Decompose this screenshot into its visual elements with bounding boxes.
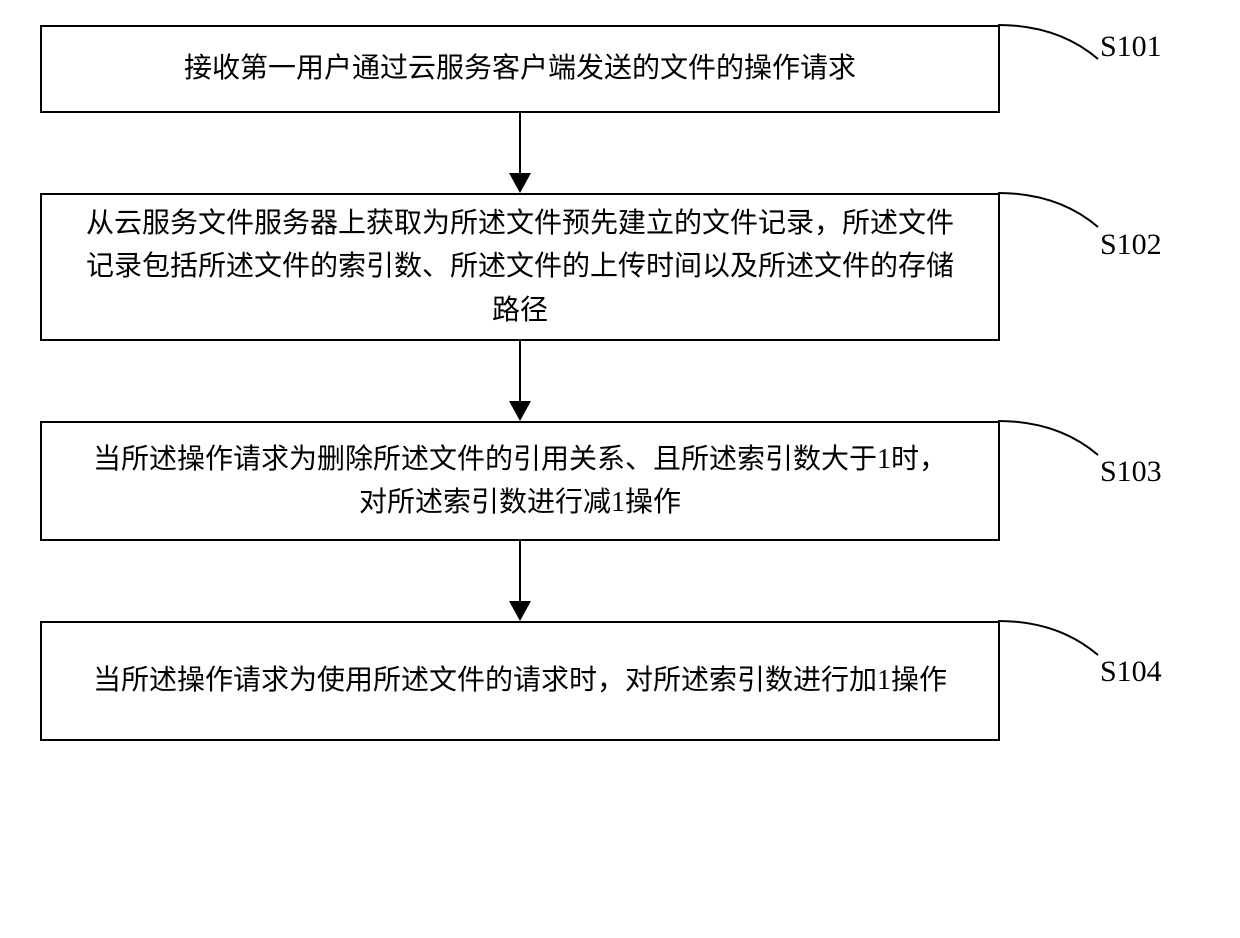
step-s102: 从云服务文件服务器上获取为所述文件预先建立的文件记录，所述文件记录包括所述文件的… (40, 193, 1000, 341)
step-text: 从云服务文件服务器上获取为所述文件预先建立的文件记录，所述文件记录包括所述文件的… (82, 202, 958, 332)
step-s101: 接收第一用户通过云服务客户端发送的文件的操作请求 (40, 25, 1000, 113)
step-box: 接收第一用户通过云服务客户端发送的文件的操作请求 (40, 25, 1000, 113)
arrow (40, 541, 1000, 621)
label-text: S104 (1100, 655, 1162, 688)
step-label-s104: S104 (1100, 655, 1162, 689)
arrow (40, 113, 1000, 193)
step-label-s103: S103 (1100, 455, 1162, 489)
step-label-s101: S101 (1100, 30, 1162, 64)
label-text: S103 (1100, 455, 1162, 488)
label-text: S102 (1100, 228, 1162, 261)
step-box: 当所述操作请求为使用所述文件的请求时，对所述索引数进行加1操作 (40, 621, 1000, 741)
arrow-head-icon (509, 601, 531, 621)
arrow-line (519, 341, 521, 403)
step-s103: 当所述操作请求为删除所述文件的引用关系、且所述索引数大于1时，对所述索引数进行减… (40, 421, 1000, 541)
arrow-line (519, 541, 521, 603)
label-text: S101 (1100, 30, 1162, 63)
flowchart-container: 接收第一用户通过云服务客户端发送的文件的操作请求 从云服务文件服务器上获取为所述… (40, 25, 1200, 741)
step-text: 接收第一用户通过云服务客户端发送的文件的操作请求 (184, 47, 856, 90)
arrow-head-icon (509, 173, 531, 193)
step-text: 当所述操作请求为删除所述文件的引用关系、且所述索引数大于1时，对所述索引数进行减… (82, 438, 958, 525)
arrow-line (519, 113, 521, 175)
arrow-head-icon (509, 401, 531, 421)
arrow (40, 341, 1000, 421)
step-text: 当所述操作请求为使用所述文件的请求时，对所述索引数进行加1操作 (93, 659, 947, 702)
step-s104: 当所述操作请求为使用所述文件的请求时，对所述索引数进行加1操作 (40, 621, 1000, 741)
step-label-s102: S102 (1100, 228, 1162, 262)
step-box: 当所述操作请求为删除所述文件的引用关系、且所述索引数大于1时，对所述索引数进行减… (40, 421, 1000, 541)
step-box: 从云服务文件服务器上获取为所述文件预先建立的文件记录，所述文件记录包括所述文件的… (40, 193, 1000, 341)
